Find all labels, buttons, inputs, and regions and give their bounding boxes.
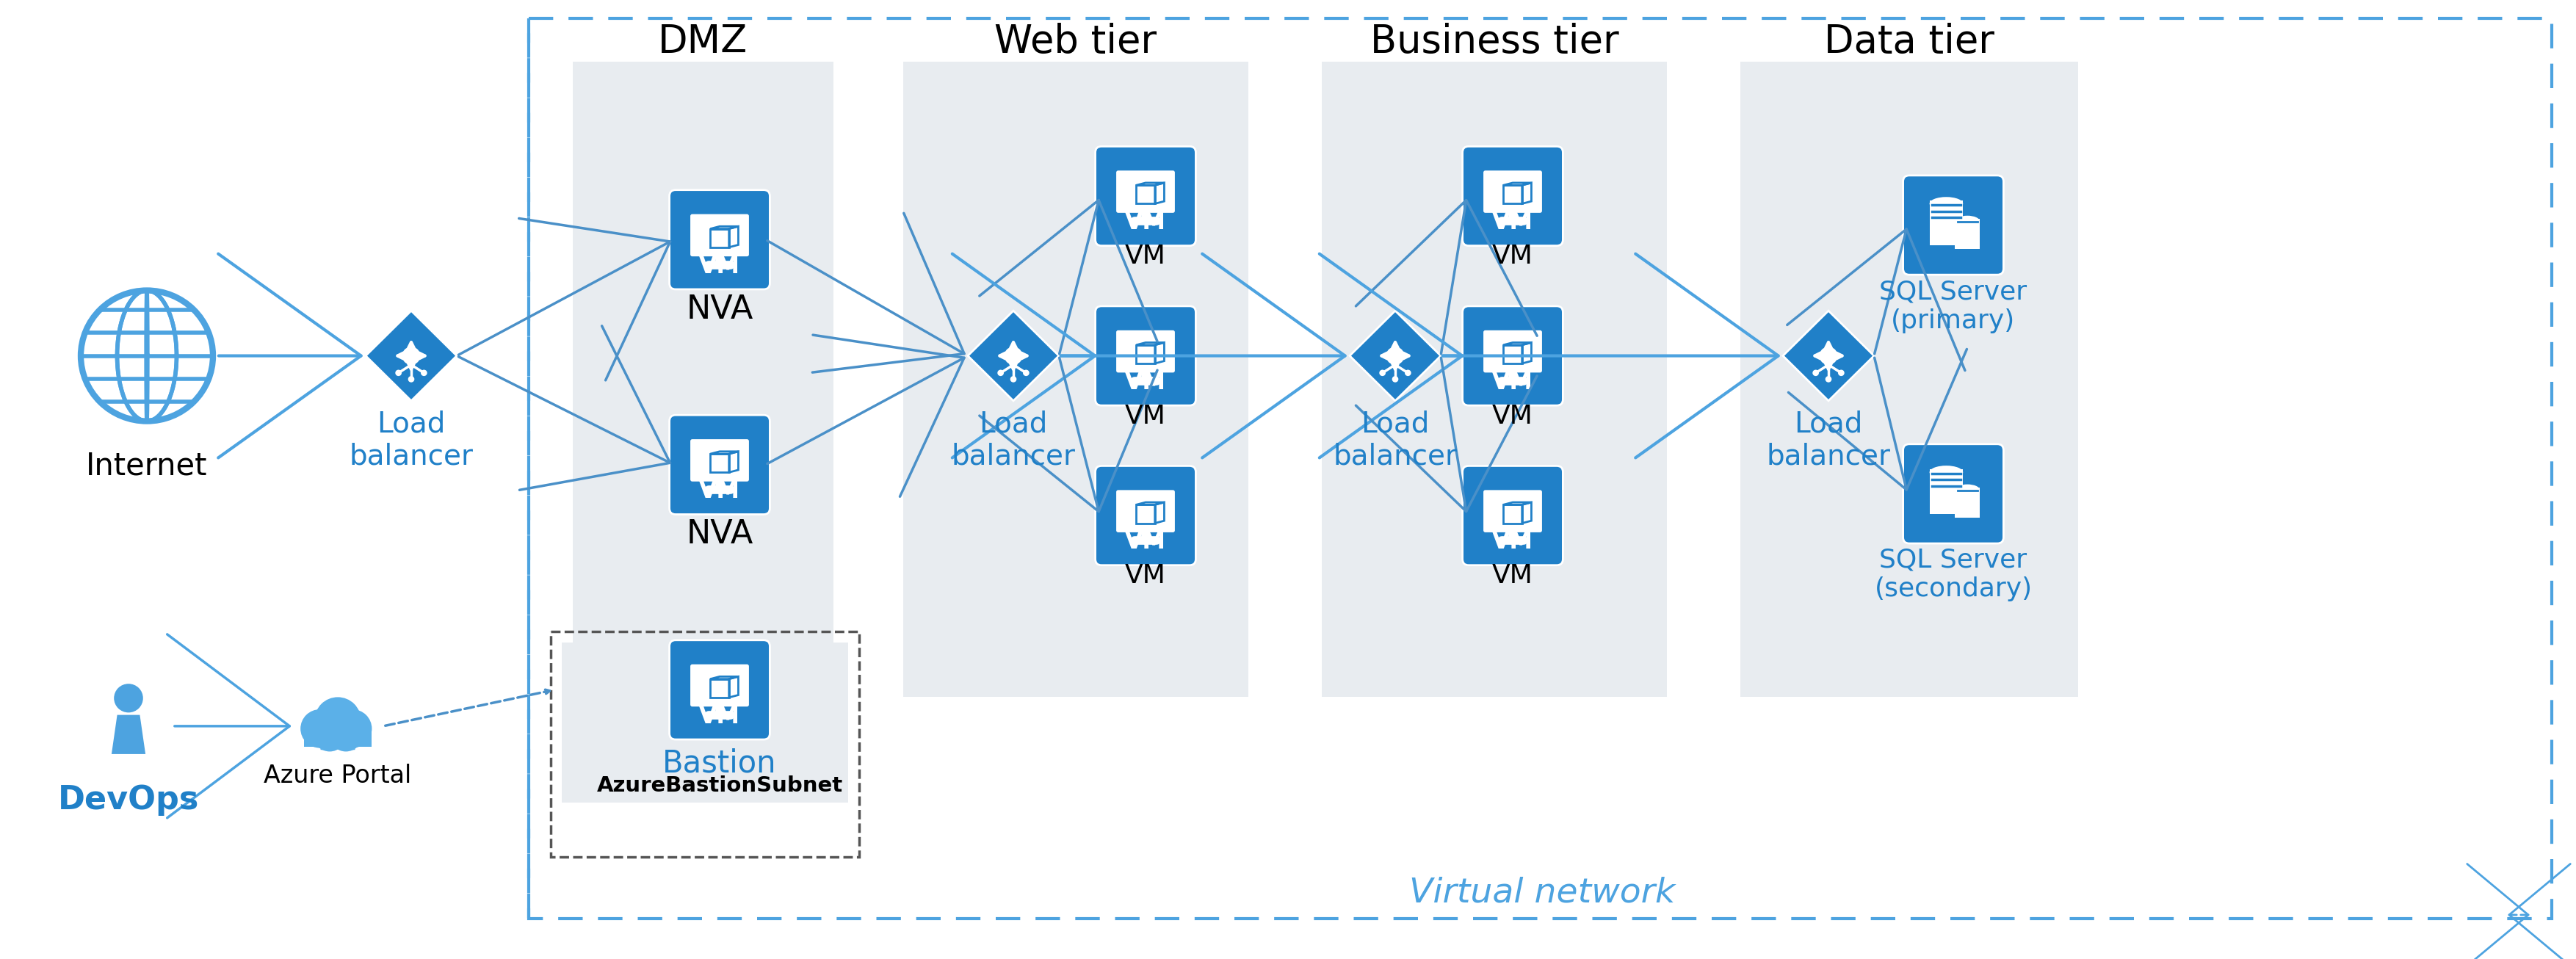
Text: VM: VM [1492,564,1533,589]
Text: VM: VM [1492,212,1533,234]
Circle shape [1023,370,1030,376]
FancyBboxPatch shape [1741,61,2079,697]
Circle shape [1826,376,1832,383]
Circle shape [1839,370,1844,376]
Text: Load
balancer: Load balancer [1767,410,1891,471]
Text: DMZ: DMZ [659,23,747,61]
Text: VM: VM [698,480,739,503]
Ellipse shape [1955,484,1981,495]
Text: VM: VM [1126,531,1167,554]
Text: VM: VM [1126,371,1167,394]
Text: VM: VM [1126,212,1167,234]
Circle shape [1391,376,1399,383]
FancyBboxPatch shape [1321,61,1667,697]
Circle shape [394,370,402,376]
FancyBboxPatch shape [670,641,770,739]
Ellipse shape [1929,466,1963,479]
FancyBboxPatch shape [1484,331,1540,372]
Text: Azure Portal: Azure Portal [263,764,412,788]
Text: NVA: NVA [685,519,752,550]
Polygon shape [111,714,144,754]
FancyBboxPatch shape [1955,488,1981,518]
FancyBboxPatch shape [670,190,770,290]
FancyBboxPatch shape [304,729,371,746]
Text: VM: VM [1126,244,1167,269]
Text: VM: VM [698,255,739,278]
FancyBboxPatch shape [1118,331,1175,372]
FancyBboxPatch shape [690,440,750,481]
FancyBboxPatch shape [1904,175,2004,275]
FancyBboxPatch shape [1955,219,1981,249]
Text: VM: VM [1126,404,1167,429]
Polygon shape [366,311,456,401]
Text: VM: VM [1492,404,1533,429]
Text: VM: VM [698,706,739,728]
Circle shape [314,697,361,743]
Text: Load
balancer: Load balancer [951,410,1074,471]
Text: Load
balancer: Load balancer [350,410,474,471]
Circle shape [1386,347,1404,364]
FancyBboxPatch shape [904,61,1249,697]
Text: VM: VM [1126,564,1167,589]
FancyBboxPatch shape [1095,466,1195,565]
Circle shape [407,376,415,383]
Ellipse shape [1955,216,1981,226]
FancyBboxPatch shape [572,61,835,697]
Text: Data tier: Data tier [1824,23,1994,61]
Text: SQL Server
(primary): SQL Server (primary) [1880,279,2027,333]
FancyBboxPatch shape [1929,200,1963,245]
FancyBboxPatch shape [1463,306,1564,406]
FancyBboxPatch shape [1095,147,1195,246]
FancyBboxPatch shape [1118,171,1175,212]
Circle shape [301,710,340,748]
Circle shape [330,719,363,752]
Circle shape [420,370,428,376]
Circle shape [1814,370,1819,376]
Text: Load
balancer: Load balancer [1334,410,1458,471]
Text: VM: VM [1492,371,1533,394]
Circle shape [1378,370,1386,376]
Text: Business tier: Business tier [1370,23,1618,61]
FancyBboxPatch shape [670,415,770,514]
FancyBboxPatch shape [1118,491,1175,532]
Text: SQL Server
(secondary): SQL Server (secondary) [1875,548,2032,601]
FancyBboxPatch shape [1484,491,1540,532]
FancyBboxPatch shape [1095,306,1195,406]
Text: DevOps: DevOps [57,784,198,816]
FancyBboxPatch shape [1904,444,2004,544]
FancyBboxPatch shape [690,665,750,706]
Polygon shape [969,311,1059,401]
FancyBboxPatch shape [1463,147,1564,246]
Text: Virtual network: Virtual network [1409,877,1674,910]
FancyBboxPatch shape [562,643,848,803]
Circle shape [1404,370,1412,376]
Circle shape [1010,376,1018,383]
Text: Bastion: Bastion [662,748,778,779]
Circle shape [332,710,371,748]
Text: VM: VM [1492,244,1533,269]
Circle shape [1819,347,1837,364]
Polygon shape [1350,311,1440,401]
Text: Web tier: Web tier [994,23,1157,61]
FancyBboxPatch shape [1929,469,1963,514]
FancyBboxPatch shape [1463,466,1564,565]
Circle shape [402,347,420,364]
Text: NVA: NVA [685,293,752,325]
Circle shape [314,719,345,752]
Polygon shape [1783,311,1873,401]
Text: AzureBastionSubnet: AzureBastionSubnet [598,776,842,796]
FancyBboxPatch shape [1484,171,1540,212]
Circle shape [997,370,1005,376]
Circle shape [113,684,144,713]
Circle shape [1005,347,1023,364]
FancyBboxPatch shape [690,215,750,256]
Ellipse shape [1929,197,1963,210]
Text: Internet: Internet [85,450,209,481]
Text: VM: VM [1492,531,1533,554]
